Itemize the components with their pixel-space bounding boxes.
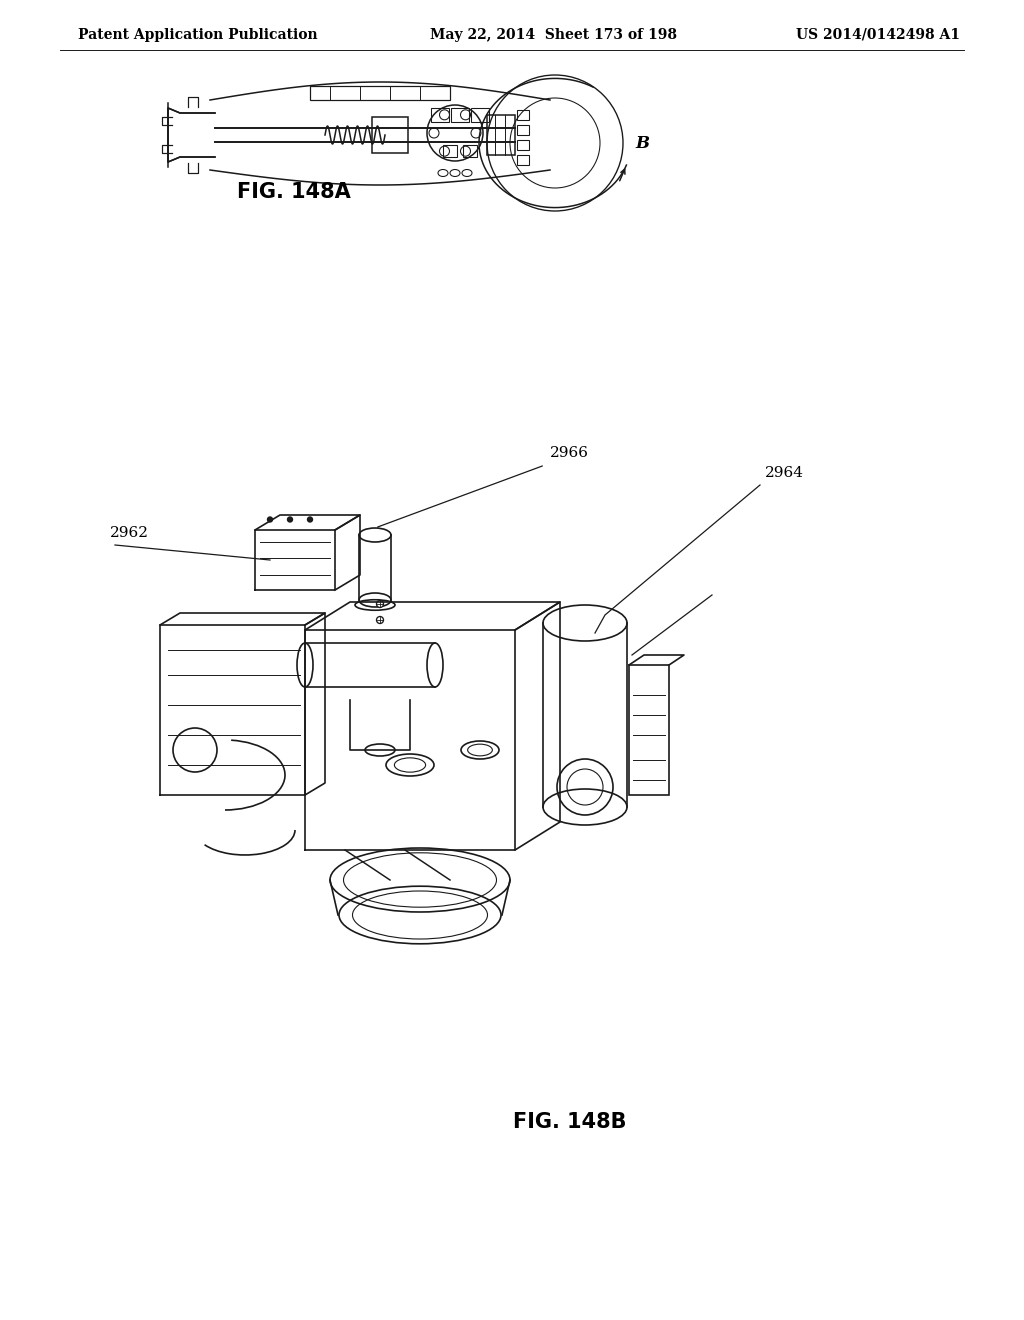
Text: 2966: 2966 [550,446,589,459]
Bar [310,86,450,100]
Bar [463,145,477,157]
Text: May 22, 2014  Sheet 173 of 198: May 22, 2014 Sheet 173 of 198 [430,28,677,42]
Circle shape [377,601,384,607]
Bar [517,125,529,135]
Bar [443,145,457,157]
Text: B: B [635,135,649,152]
Bar [471,108,489,121]
Text: US 2014/0142498 A1: US 2014/0142498 A1 [796,28,961,42]
Circle shape [288,517,293,521]
Bar [372,117,408,153]
Text: 2962: 2962 [110,525,150,540]
Circle shape [307,517,312,521]
Text: Patent Application Publication: Patent Application Publication [78,28,317,42]
Text: 2964: 2964 [765,466,804,480]
Circle shape [377,616,384,623]
Bar [451,108,469,121]
Bar [487,115,515,154]
Text: FIG. 148A: FIG. 148A [237,182,351,202]
Bar [517,140,529,150]
Circle shape [267,517,272,521]
Text: FIG. 148B: FIG. 148B [513,1111,627,1133]
Bar [517,154,529,165]
Bar [431,108,449,121]
Bar [629,665,669,795]
Bar [517,110,529,120]
